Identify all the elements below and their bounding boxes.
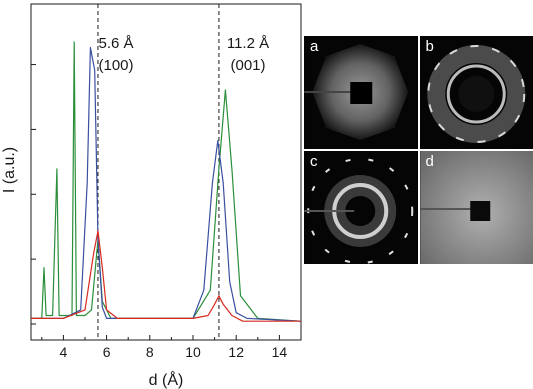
panel-a: a — [304, 36, 418, 149]
series-line-3 — [31, 230, 301, 322]
x-tick-label: 10 — [185, 344, 201, 360]
plot-frame — [30, 3, 302, 341]
panel-label-a: a — [310, 38, 319, 55]
diffraction-image-a — [304, 36, 418, 149]
x-tick-label: 4 — [60, 344, 68, 360]
x-axis-label: d (Å) — [149, 370, 184, 389]
panel-label-c: c — [310, 153, 318, 170]
x-tick-label: 12 — [228, 344, 244, 360]
diffraction-image-c — [304, 151, 418, 264]
series-line-1 — [31, 41, 302, 322]
series-group — [31, 41, 302, 322]
ref-label-2-line1: 11.2 Å — [227, 35, 269, 52]
x-tick-label: 6 — [103, 344, 111, 360]
panel-label-d: d — [425, 153, 434, 170]
series-line-2 — [31, 46, 302, 322]
panel-b: b — [419, 36, 533, 149]
panel-c: c — [304, 151, 418, 264]
ref-label-1-line1: 5.6 Å — [98, 35, 133, 52]
ref-label-1-line2: (100) — [98, 57, 133, 74]
x-tick-label: 8 — [146, 344, 154, 360]
diffraction-image-b — [419, 36, 533, 149]
y-ticks — [31, 64, 36, 325]
panel-label-b: b — [425, 38, 434, 55]
xrd-line-chart: 4 6 8 10 12 14 d (Å) I (a.u.) 5.6 Å (100) 11.… — [1, 3, 302, 389]
x-ticks: 4 6 8 10 12 14 — [41, 335, 302, 360]
reference-lines — [97, 4, 220, 340]
diffraction-pattern-panels: a b c — [304, 36, 533, 264]
ref-label-2-line2: (001) — [230, 57, 265, 74]
diffraction-image-d — [419, 151, 533, 264]
y-axis-label: I (a.u.) — [1, 147, 18, 193]
x-tick-label: 14 — [272, 344, 288, 360]
panel-d: d — [419, 151, 533, 264]
